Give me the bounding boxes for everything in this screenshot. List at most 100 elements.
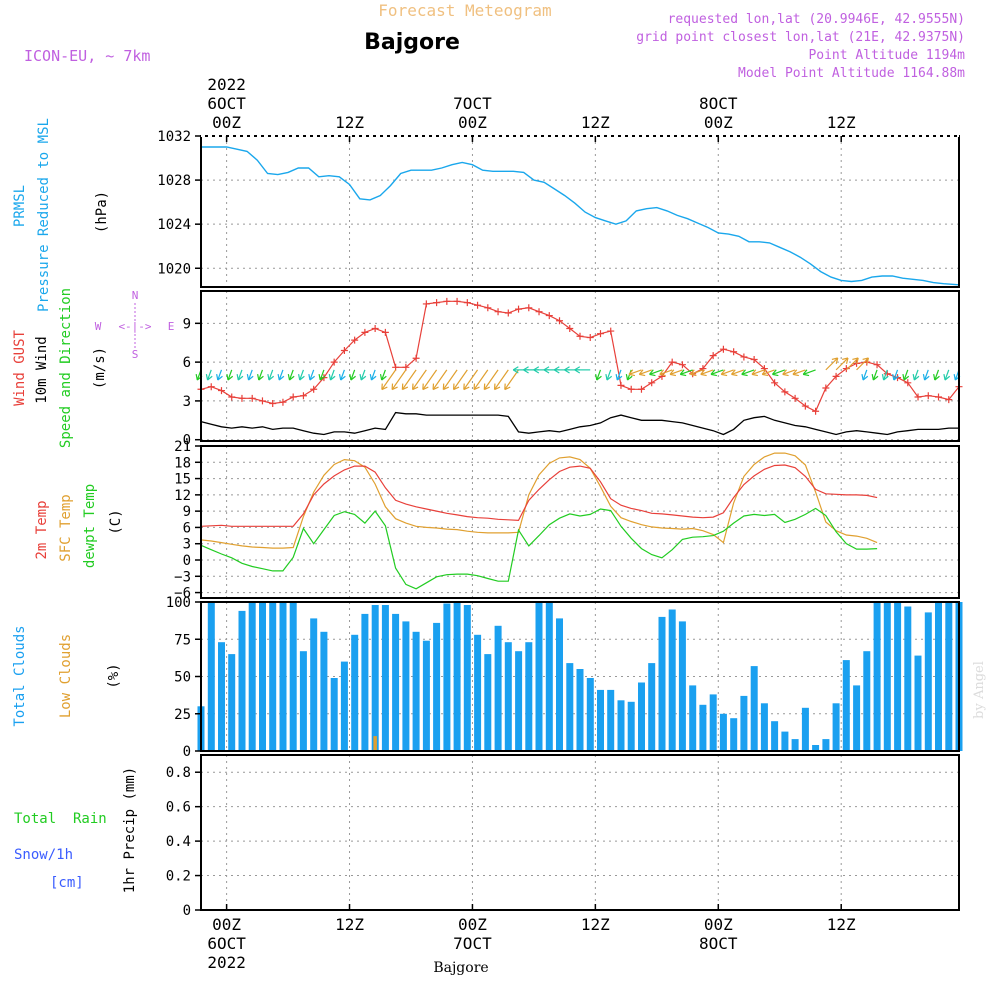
wind-arrow-head — [553, 366, 560, 374]
legend-cm: [cm] — [50, 875, 84, 891]
wind-mean-line — [200, 411, 959, 436]
bottom-time-label: 00Z — [458, 915, 487, 934]
wind-arrow-head — [852, 357, 859, 364]
gust-marker — [463, 299, 471, 307]
precip-panel-frame — [200, 754, 960, 911]
clouds-ytick-label: 100 — [166, 595, 191, 611]
wind-arrow-head — [236, 374, 244, 381]
wind-arrow-head — [605, 374, 613, 381]
wind-arrow-head — [267, 374, 275, 381]
wind-direction-arrow — [782, 369, 796, 375]
total-cloud-bar — [771, 721, 779, 751]
wind-arrow-head — [638, 369, 646, 377]
temp-2m-line — [200, 464, 878, 527]
total-cloud-bar — [422, 640, 430, 751]
wind-arrow-head — [669, 369, 677, 377]
wind-arrow-head — [369, 374, 377, 381]
wind-gust-line — [200, 300, 960, 413]
total-cloud-bar — [730, 718, 738, 751]
gust-marker — [586, 334, 594, 342]
grid-layer — [201, 135, 959, 911]
total-cloud-bar — [719, 713, 727, 752]
total-cloud-bar — [566, 663, 574, 751]
total-cloud-bar — [914, 655, 922, 751]
precip-ytick-label: 0.2 — [166, 869, 191, 885]
total-cloud-bar — [863, 651, 871, 751]
wind-arrow-head — [318, 374, 326, 381]
top-time-label: 7OCT — [453, 94, 492, 113]
bottom-time-label: 8OCT — [699, 934, 738, 953]
wind-direction-arrow — [606, 369, 612, 381]
gust-marker — [945, 396, 953, 404]
compass-s: S — [132, 348, 139, 361]
bottom-time-label: 7OCT — [453, 934, 492, 953]
temp-ytick-label: 15 — [174, 472, 191, 488]
gust-marker — [873, 361, 881, 369]
bottom-time-label: 2022 — [207, 953, 246, 972]
wind-arrow-head — [933, 374, 940, 381]
model-label: ICON-EU, ~ 7km — [24, 47, 150, 65]
wind-arrow-head — [922, 374, 930, 381]
gust-marker — [371, 325, 379, 332]
forecast-title: Forecast Meteogram — [378, 1, 551, 20]
total-cloud-bar — [248, 602, 256, 751]
temp-ytick-label: 6 — [183, 520, 191, 536]
wind-arrow-head — [463, 383, 470, 391]
wind-panel-frame — [200, 290, 960, 442]
wind-arrow-head — [452, 383, 460, 391]
precip-ytick-label: 0.8 — [166, 765, 191, 781]
wind-arrow-head — [226, 374, 234, 381]
wind-direction-arrow — [700, 369, 714, 375]
temp-ylabel-2m: 2m Temp — [34, 500, 50, 559]
wind-direction-arrow — [319, 369, 325, 381]
total-cloud-bar — [586, 678, 594, 751]
total-cloud-bar — [494, 625, 502, 751]
wind-direction-arrow — [391, 369, 407, 390]
pressure-ytick-label: 1028 — [157, 173, 191, 189]
total-cloud-bar — [638, 682, 645, 751]
total-cloud-bar — [330, 678, 338, 751]
total-cloud-bar — [340, 661, 348, 751]
wind-arrow-head — [912, 374, 920, 381]
gust-marker — [422, 300, 430, 308]
wind-direction-arrow — [903, 369, 909, 381]
gust-marker — [381, 328, 389, 336]
wind-direction-arrow — [237, 369, 243, 381]
gust-marker — [299, 392, 307, 400]
wind-direction-arrow — [350, 369, 356, 381]
gust-marker — [791, 394, 799, 402]
precip-ytick-label: 0 — [183, 903, 191, 919]
wind-arrow-head — [761, 369, 769, 377]
wind-ylabel-gust: Wind GUST — [12, 330, 28, 406]
gust-marker — [361, 328, 369, 336]
wind-arrow-head — [792, 369, 799, 377]
gust-marker — [822, 384, 830, 392]
total-cloud-bar — [883, 602, 891, 751]
gust-marker — [330, 358, 338, 366]
gust-marker — [750, 356, 758, 364]
wind-direction-arrow — [227, 369, 233, 381]
wind-direction-arrow — [924, 369, 929, 381]
compass-n: N — [132, 289, 139, 302]
pressure-line — [201, 146, 960, 286]
wind-arrow-head — [574, 366, 581, 374]
total-cloud-bar — [678, 621, 686, 751]
wind-arrow-head — [504, 383, 511, 391]
temp-ytick-label: 18 — [174, 455, 191, 471]
clouds-ytick-label: 75 — [174, 632, 191, 648]
wind-direction-arrow — [340, 369, 345, 381]
total-cloud-bar — [381, 605, 389, 751]
watermark: by Angel — [972, 661, 987, 719]
compass-e: E — [168, 320, 175, 333]
wind-direction-arrow — [494, 369, 509, 390]
wind-ylabel-10m: 10m Wind — [34, 336, 50, 403]
wind-direction-arrow — [206, 369, 212, 381]
wind-direction-arrow — [278, 369, 284, 381]
wind-arrow-head — [564, 366, 570, 374]
gust-marker — [781, 388, 789, 396]
wind-arrow-head — [349, 374, 356, 381]
wind-direction-arrow — [772, 369, 786, 375]
total-cloud-bar — [648, 663, 656, 751]
wind-arrow-head — [720, 369, 728, 377]
